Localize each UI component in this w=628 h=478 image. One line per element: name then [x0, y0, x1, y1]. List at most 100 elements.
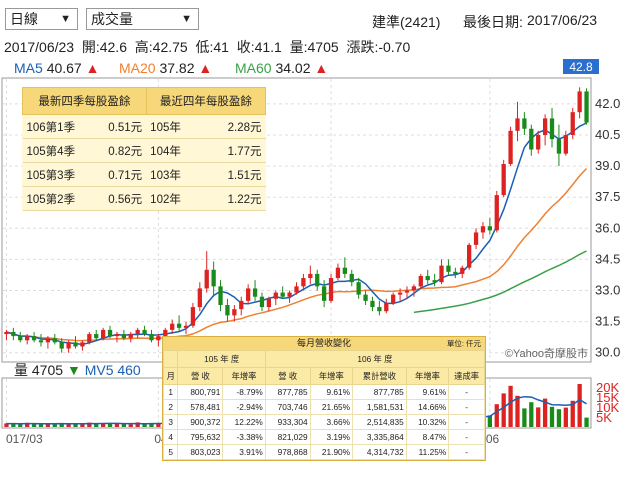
candle-body	[397, 292, 403, 295]
table-row: 105第3季 0.71元 103年 1.51元	[22, 162, 266, 187]
revenue-cell: -8.79%	[222, 384, 266, 400]
volume-bar	[31, 423, 37, 427]
table-row: 2 578,481 -2.94% 703,746 21.65% 1,581,531 14.6…	[162, 399, 485, 415]
volume-label: 量 4705	[14, 362, 64, 378]
eps-cell: 0.71元	[93, 162, 147, 187]
indicator-select-label: 成交量	[91, 11, 133, 27]
eps-cell: 0.56元	[93, 186, 147, 211]
revenue-cell: 933,304	[264, 414, 311, 430]
candle-body	[321, 286, 327, 301]
period-select[interactable]: 日線 ▼	[5, 8, 78, 30]
candle-body	[59, 342, 64, 349]
indicator-select[interactable]: 成交量 ▼	[86, 8, 199, 30]
candle-body	[335, 267, 341, 279]
eps-cell: 1.51元	[203, 162, 266, 187]
revenue-cell: 795,632	[177, 429, 224, 445]
ma20-label: MA20	[119, 60, 156, 76]
price-badge-bg	[563, 59, 599, 74]
candle-body	[391, 294, 396, 303]
column-header: 年增率	[309, 367, 354, 385]
up-arrow-icon: ▲	[198, 60, 213, 76]
candle-body	[18, 336, 23, 341]
candle-body	[501, 164, 506, 196]
candle-body	[100, 329, 106, 339]
candle-body	[349, 273, 354, 283]
revenue-cell: 703,746	[264, 399, 311, 415]
y-tick-label: 33.0	[595, 283, 620, 298]
y-tick-label: 30.0	[595, 345, 620, 360]
revenue-cell: -3.38%	[222, 429, 266, 445]
candle-body	[280, 292, 285, 297]
candle-body	[259, 296, 265, 308]
candle-body	[404, 290, 410, 293]
revenue-cell: 3	[162, 414, 179, 430]
eps-cell: 105第3季	[22, 162, 94, 187]
candle-body	[487, 226, 493, 231]
eps-year-header: 最近四年每股盈餘	[145, 87, 267, 115]
revenue-unit: 單位: 仟元	[446, 339, 481, 348]
volume-bar	[556, 409, 562, 427]
candle-body	[11, 331, 16, 337]
ma60-label: MA60	[235, 60, 272, 76]
candle-body	[225, 305, 230, 316]
eps-cell: 105第2季	[22, 186, 94, 211]
chevron-down-icon: ▼	[60, 13, 71, 25]
revenue-cell: 21.65%	[309, 399, 354, 415]
candle-body	[163, 329, 168, 337]
volume-bar	[142, 423, 147, 427]
table-row: 3 900,372 12.22% 933,304 3.66% 2,514,835 10.32…	[162, 414, 485, 430]
candle-body	[204, 269, 209, 289]
candle-body	[411, 286, 417, 291]
ma60-value: 34.02	[275, 60, 311, 76]
candle-body	[529, 128, 534, 150]
volume-bar	[501, 393, 506, 427]
candle-body	[273, 292, 278, 299]
volume-bar	[494, 404, 499, 427]
revenue-cell: -	[448, 414, 485, 430]
revenue-column-row: 月 營 收 年增率 營 收 年增率 累計營收 年增率 達成率	[162, 367, 485, 385]
candle-body	[515, 118, 520, 131]
volume-tick-label: 20K	[596, 380, 619, 395]
candle-body	[301, 278, 306, 287]
candle-body	[418, 275, 423, 287]
candle-body	[328, 278, 334, 301]
candle-body	[156, 336, 161, 341]
candle-body	[246, 288, 251, 301]
revenue-cell: 3,335,864	[352, 429, 407, 445]
candle-body	[218, 286, 223, 306]
revenue-cell: -	[448, 429, 485, 445]
volume-bar	[4, 423, 9, 427]
volume-bar	[522, 408, 527, 427]
candle-body	[135, 329, 140, 335]
candle-body	[315, 273, 320, 287]
volume-bar	[577, 384, 582, 427]
volume-bar	[529, 402, 534, 427]
revenue-year-105: 105 年 度	[177, 350, 266, 368]
revenue-cell: 4	[162, 429, 179, 445]
candle-body	[4, 331, 9, 335]
eps-cell: 1.77元	[203, 138, 266, 163]
candle-body	[197, 288, 202, 308]
y-tick-label: 40.5	[595, 127, 620, 142]
revenue-cell: 2	[162, 399, 179, 415]
candle-body	[570, 112, 575, 135]
column-header: 累計營收	[352, 367, 407, 385]
ma5-label: MA5	[14, 60, 43, 76]
candle-body	[232, 309, 237, 316]
revenue-cell: 877,785	[352, 384, 407, 400]
revenue-cell: 900,372	[177, 414, 224, 430]
table-row: 106第1季 0.51元 105年 2.28元	[22, 114, 266, 139]
candle-body	[577, 91, 582, 113]
revenue-cell: 821,029	[264, 429, 311, 445]
revenue-cell: 4,314,732	[352, 444, 407, 460]
revenue-cell: 21.90%	[309, 444, 354, 460]
volume-bar	[149, 424, 154, 427]
volume-bar	[38, 424, 44, 427]
candle-body	[183, 325, 189, 328]
revenue-cell: 1,581,531	[352, 399, 407, 415]
volume-tick-label: 15K	[596, 390, 619, 405]
revenue-year-106: 106 年 度	[264, 350, 486, 368]
volume-bar	[536, 407, 541, 427]
eps-cell: 105年	[146, 114, 204, 139]
candle-body	[356, 282, 361, 295]
